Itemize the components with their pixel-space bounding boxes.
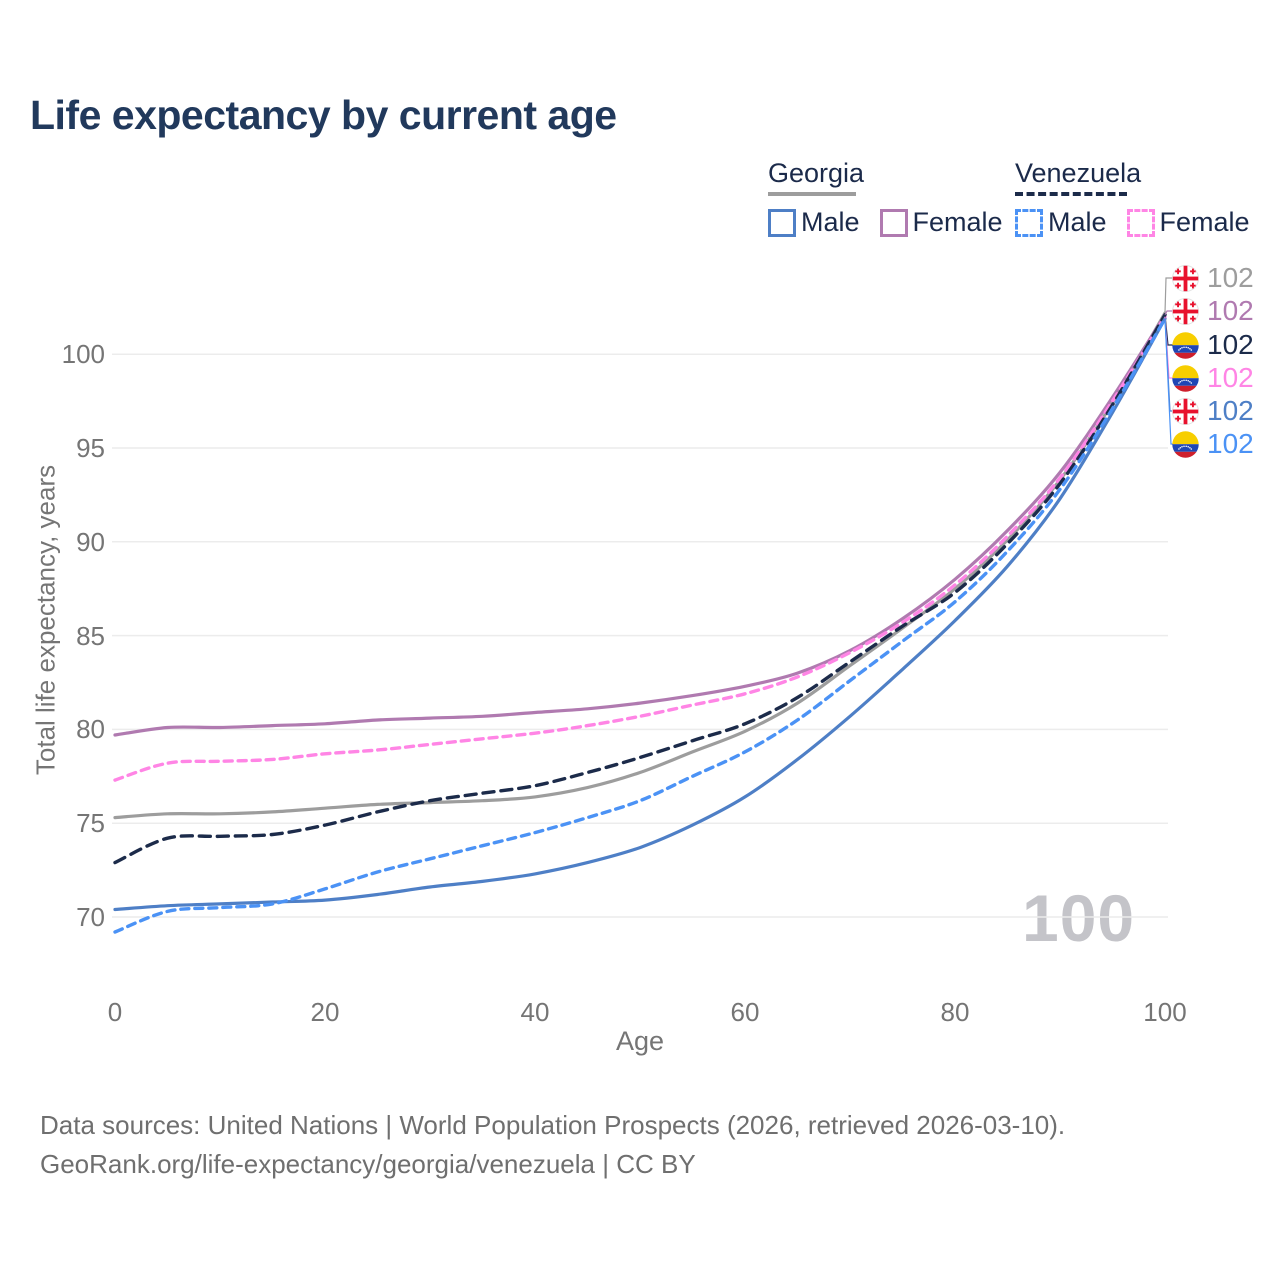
- x-tick-label-40: 40: [520, 997, 550, 1027]
- footer-data-sources: Data sources: United Nations | World Pop…: [40, 1110, 1066, 1140]
- x-tick-label-80: 80: [940, 997, 970, 1027]
- series-line-venezuela-total: [113, 313, 1167, 865]
- georgia-male-swatch-icon: [768, 208, 796, 237]
- legend-label-georgia-female: Female: [912, 207, 1003, 237]
- series-line-venezuela-female: [113, 315, 1167, 782]
- end-label-venezuela-total: 102: [1172, 329, 1254, 361]
- footer-attribution-link[interactable]: GeoRank.org/life-expectancy/georgia/vene…: [40, 1149, 696, 1179]
- georgia-female-swatch-icon: [879, 208, 908, 237]
- legend-row-venezuela: Male Female: [1015, 207, 1270, 238]
- y-tick-label-90: 90: [76, 526, 105, 557]
- legend-label-georgia-male: Male: [801, 207, 860, 237]
- x-tick-label-60: 60: [730, 997, 760, 1027]
- end-label-georgia-total: 102: [1172, 262, 1254, 294]
- leader-line-georgia-total: [1164, 277, 1173, 313]
- legend-linestyle-georgia-solid: [768, 192, 856, 196]
- series-line-georgia-male: [113, 317, 1167, 912]
- end-label-georgia-female: 102: [1172, 295, 1254, 327]
- leader-line-georgia-female: [1164, 310, 1173, 316]
- end-label-value: 102: [1207, 395, 1254, 426]
- end-label-value: 102: [1207, 295, 1254, 326]
- y-tick-label-75: 75: [76, 808, 105, 839]
- legend-label-venezuela-male: Male: [1048, 207, 1107, 237]
- y-tick-label-85: 85: [76, 620, 105, 651]
- end-label-georgia-male: 102: [1172, 395, 1254, 427]
- legend-item-georgia-female[interactable]: Female: [879, 207, 1003, 238]
- legend-item-venezuela-female[interactable]: Female: [1126, 207, 1250, 238]
- series-line-venezuela-male: [113, 316, 1167, 934]
- x-axis-title: Age: [615, 1026, 665, 1056]
- end-label-venezuela-female: 102: [1172, 362, 1254, 394]
- legend-item-georgia-male[interactable]: Male: [768, 207, 860, 238]
- legend-linestyle-venezuela-dashed: [1015, 192, 1127, 196]
- georgia-flag-icon: [1172, 297, 1199, 325]
- venezuela-male-swatch-icon: [1015, 208, 1043, 237]
- x-tick-label-20: 20: [310, 997, 340, 1027]
- georgia-flag-icon: [1172, 264, 1199, 292]
- x-tick-label-0: 0: [107, 997, 123, 1027]
- venezuela-flag-icon: [1172, 430, 1199, 458]
- georgia-flag-icon: [1172, 397, 1199, 425]
- series-line-georgia-female: [113, 313, 1167, 737]
- x-tick-label-100: 100: [1143, 997, 1187, 1027]
- watermark-100: 100: [1022, 881, 1136, 955]
- y-tick-label-70: 70: [76, 902, 105, 932]
- legend-row-georgia: Male Female: [768, 207, 1023, 238]
- y-tick-label-100: 100: [61, 339, 105, 370]
- end-label-venezuela-male: 102: [1172, 428, 1254, 460]
- legend-group-georgia: Georgia Male Female: [768, 160, 1023, 238]
- venezuela-flag-icon: [1172, 331, 1199, 359]
- legend-item-venezuela-male[interactable]: Male: [1015, 207, 1107, 238]
- page-title: Life expectancy by current age: [30, 92, 617, 138]
- end-label-value: 102: [1207, 362, 1254, 393]
- end-label-value: 102: [1207, 262, 1254, 293]
- venezuela-female-swatch-icon: [1126, 208, 1155, 237]
- end-label-value: 102: [1207, 428, 1254, 459]
- legend-country-venezuela: Venezuela: [1015, 158, 1142, 188]
- series-line-georgia-total: [113, 311, 1167, 820]
- legend-country-georgia: Georgia: [768, 158, 865, 188]
- venezuela-flag-icon: [1172, 364, 1199, 392]
- legend-label-venezuela-female: Female: [1159, 207, 1250, 237]
- y-tick-label-80: 80: [76, 714, 105, 745]
- y-tick-label-95: 95: [76, 433, 105, 463]
- legend-group-venezuela: Venezuela Male Female: [1015, 160, 1270, 238]
- end-label-value: 102: [1207, 329, 1254, 360]
